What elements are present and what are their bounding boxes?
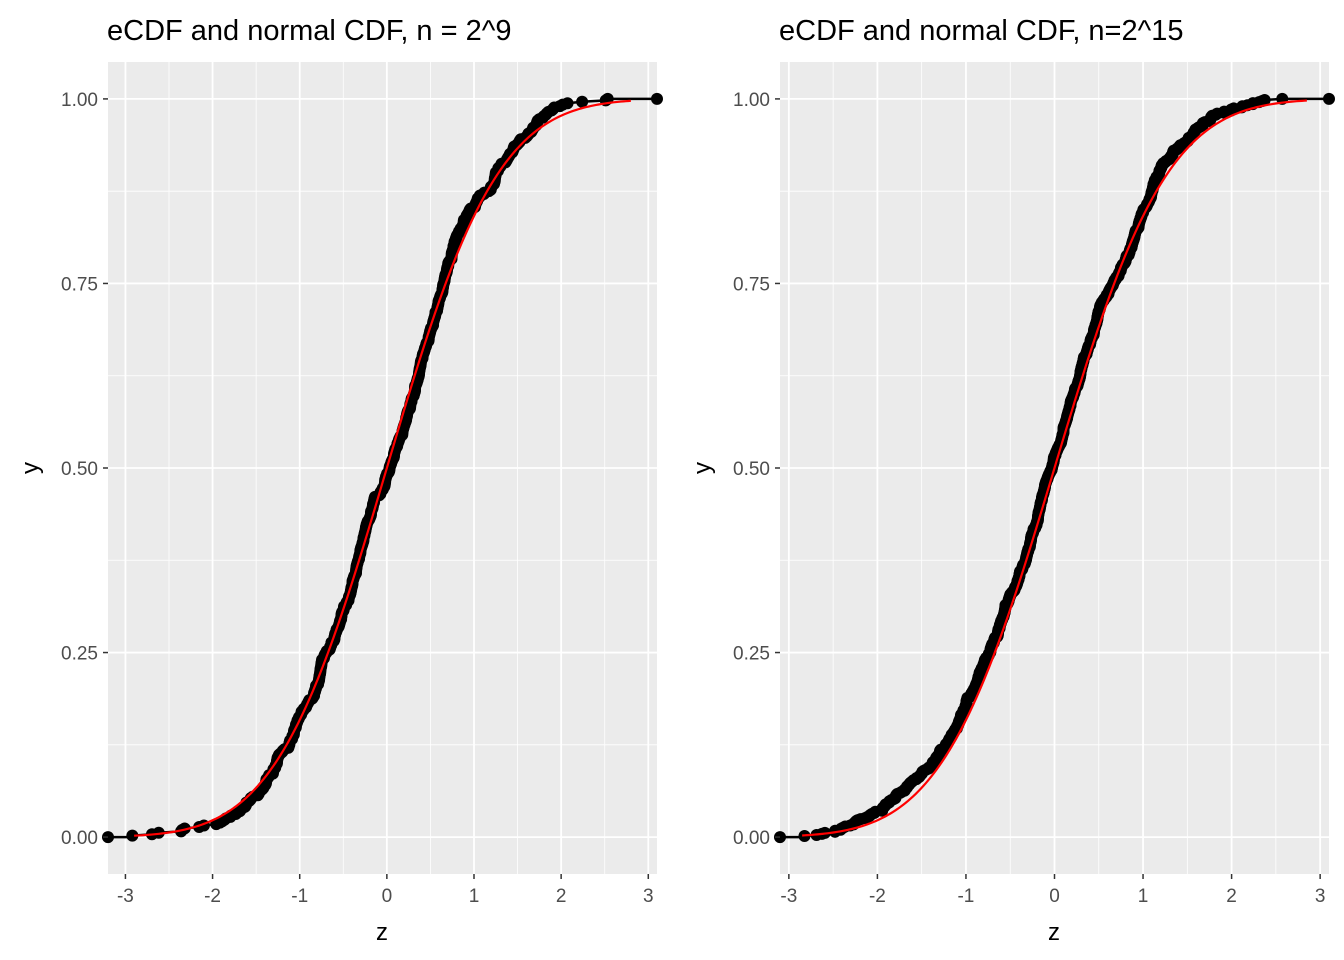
y-tick-label: 0.75 [733, 274, 770, 295]
y-axis-label: y [689, 462, 716, 474]
x-tick-label: 3 [1315, 886, 1326, 907]
y-tick-label: 0.50 [61, 459, 98, 480]
chart-title: eCDF and normal CDF, n = 2^9 [107, 15, 511, 47]
x-tick-label: 1 [469, 886, 480, 907]
x-tick-label: -3 [117, 886, 134, 907]
x-tick-label: 0 [382, 886, 393, 907]
ecdf-point [126, 829, 139, 842]
y-tick-label: 0.25 [733, 644, 770, 665]
chart-title: eCDF and normal CDF, n=2^15 [779, 15, 1184, 47]
y-tick-label: 1.00 [733, 90, 770, 111]
ecdf-point [1323, 92, 1335, 105]
ecdf-point [1258, 93, 1271, 106]
x-tick-label: -2 [204, 886, 221, 907]
ecdf-point [178, 822, 191, 835]
y-tick-label: 0.75 [61, 274, 98, 295]
x-tick-label: 0 [1049, 886, 1060, 907]
y-tick-label: 0.00 [733, 828, 770, 849]
ecdf-point [561, 97, 574, 110]
x-tick-label: -1 [957, 886, 974, 907]
x-tick-label: 2 [556, 886, 567, 907]
panel-right: eCDF and normal CDF, n=2^15 -3 -2 -1 0 1 2 3 0.… [689, 15, 1335, 946]
x-tick-label: 3 [643, 886, 654, 907]
x-tick-label: -2 [869, 886, 886, 907]
y-axis-label: y [17, 462, 44, 474]
x-tick-label: 1 [1138, 886, 1149, 907]
x-tick-label: -1 [291, 886, 308, 907]
y-tick-label: 0.00 [61, 828, 98, 849]
x-tick-label: 2 [1226, 886, 1237, 907]
normal-cdf-line [134, 99, 631, 837]
ecdf-point [576, 95, 589, 108]
panel-left: eCDF and normal CDF, n = 2^9 -3 -2 -1 0 1 2 3 0… [17, 15, 663, 946]
x-tick-label: -3 [780, 886, 797, 907]
ecdf-point [651, 92, 663, 105]
normal-cdf-line [802, 99, 1307, 837]
x-axis-label: z [1048, 919, 1060, 946]
y-tick-label: 0.50 [733, 459, 770, 480]
y-tick-label: 1.00 [61, 90, 98, 111]
x-axis-label: z [376, 919, 388, 946]
y-tick-label: 0.25 [61, 644, 98, 665]
